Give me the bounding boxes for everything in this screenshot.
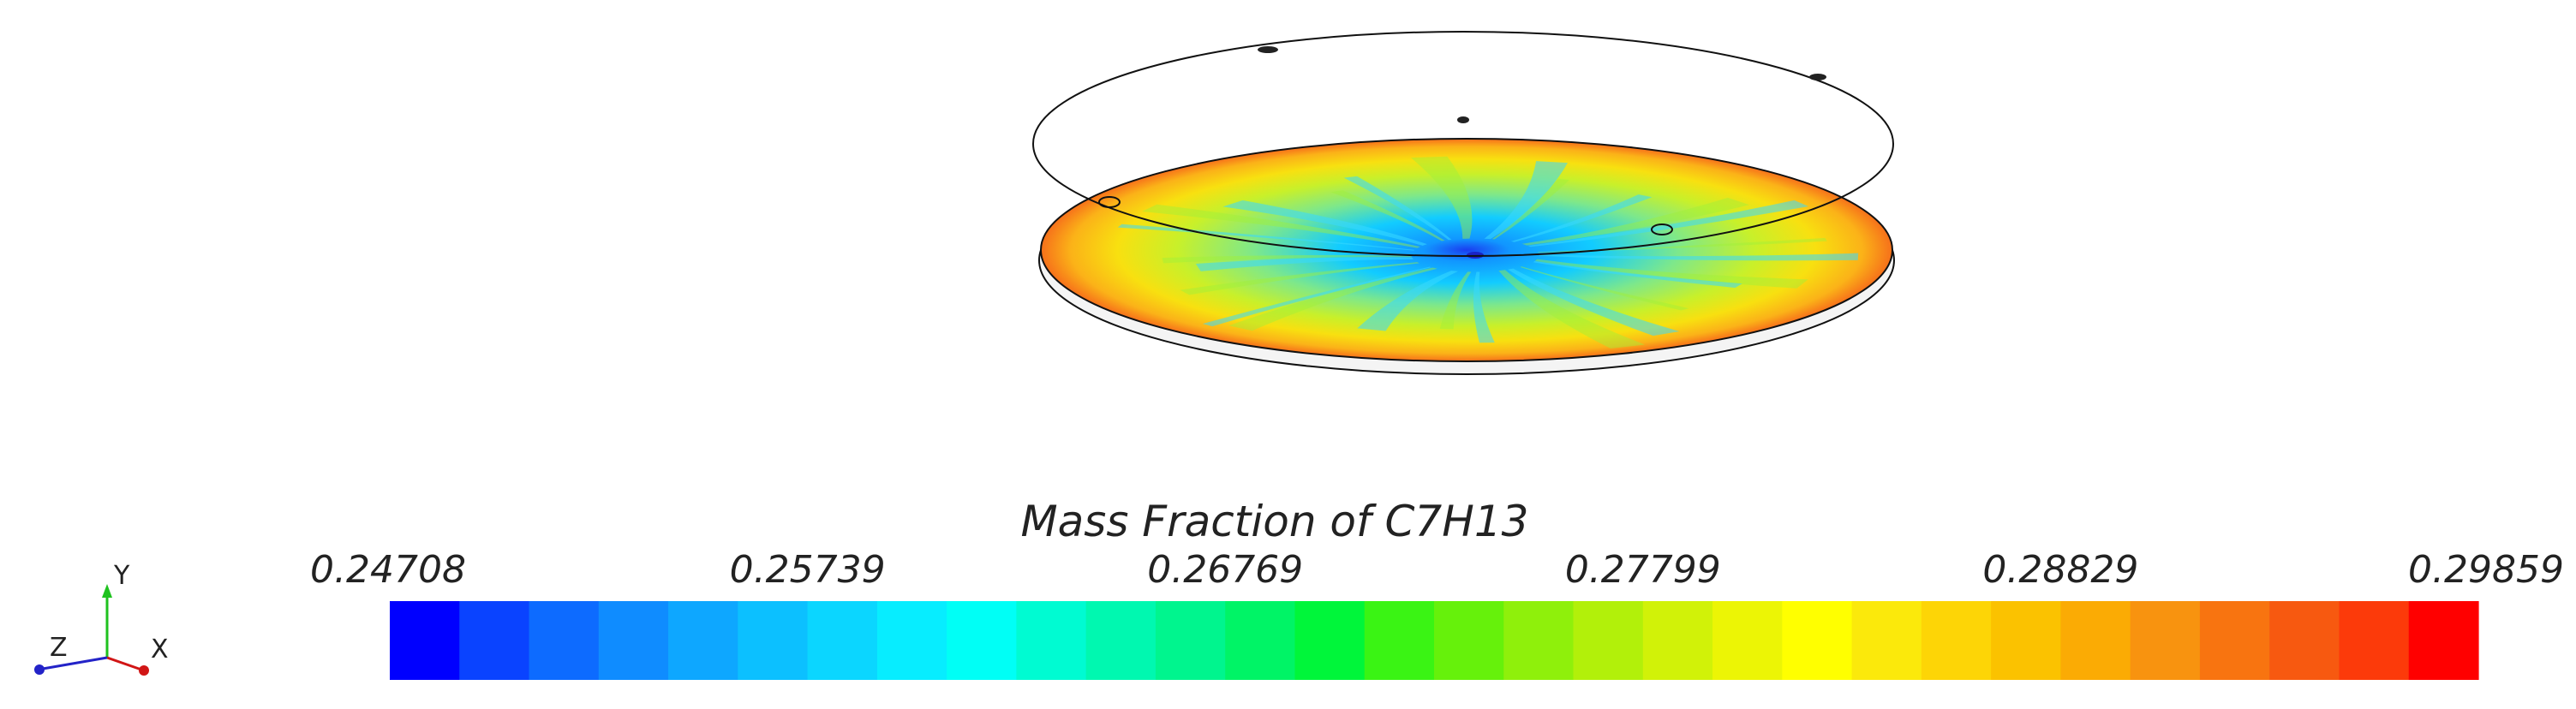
z-axis-label: Z — [50, 633, 68, 663]
plate-streak — [1202, 266, 1431, 327]
colorbar-band — [876, 601, 947, 680]
colorbar-band — [598, 601, 669, 680]
colorbar-band — [807, 601, 878, 680]
colorbar-band — [947, 601, 1017, 680]
tick-label: 0.24708 — [310, 548, 466, 592]
colorbar-band — [668, 601, 738, 680]
colorbar-band — [1364, 601, 1435, 680]
plate-streak — [1141, 204, 1420, 248]
upper-hole-2 — [1651, 223, 1673, 235]
plate-streak — [1538, 237, 1827, 253]
tick-label: 0.26769 — [1147, 548, 1303, 592]
upper-plate-ring — [1032, 31, 1894, 257]
colorbar-band — [1712, 601, 1783, 680]
colorbar-band — [2269, 601, 2340, 680]
plate-streak — [1343, 176, 1452, 241]
plate-streak — [1180, 262, 1419, 295]
colorbar-band — [2408, 601, 2479, 680]
contour-plate — [1038, 138, 1895, 375]
plate-streak — [1539, 253, 1859, 261]
tick-label: 0.25739 — [730, 548, 886, 592]
axis-triad: Y Z X — [34, 561, 169, 676]
plate-streak — [1520, 266, 1689, 311]
colorbar-band — [1085, 601, 1157, 680]
plate-streak — [1330, 190, 1445, 241]
upper-hole-5 — [1809, 74, 1826, 80]
z-axis-line — [42, 656, 108, 670]
plate-streak — [1357, 271, 1459, 331]
plate-streak — [1228, 267, 1437, 331]
colorbar-bands — [390, 601, 2479, 680]
plate-streak — [1410, 156, 1473, 239]
plate-surface — [1041, 139, 1892, 361]
legend-title: Mass Fraction of C7H13 — [1021, 497, 1529, 546]
colorbar-band — [1921, 601, 1992, 680]
tick-label: 0.27799 — [1565, 548, 1721, 592]
plate-streak — [1439, 271, 1472, 330]
plate-streak — [1195, 257, 1414, 271]
upper-plate-outline — [1032, 31, 1894, 257]
upper-hole-3 — [1457, 116, 1469, 123]
colorbar-band — [1016, 601, 1087, 680]
tick-label: 0.28829 — [1982, 548, 2138, 592]
colorbar-band — [1294, 601, 1366, 680]
plate-streak — [1498, 270, 1646, 349]
tick-label: 0.29859 — [2408, 548, 2564, 592]
colorbar-band — [2130, 601, 2201, 680]
plate-streak — [1508, 268, 1680, 337]
colorbar-band — [1155, 601, 1226, 680]
y-axis-arrow — [102, 584, 112, 598]
plate-streak — [1484, 161, 1569, 240]
plate-streak — [1162, 254, 1412, 264]
colorbar-band — [1503, 601, 1575, 680]
colorbar-band — [1642, 601, 1713, 680]
colorbar-band — [529, 601, 600, 680]
tick-labels: 0.24708 0.25739 0.26769 0.27799 0.28829 0.298… — [310, 548, 2564, 592]
plate-streak — [1527, 200, 1809, 247]
colorbar-legend: Mass Fraction of C7H13 0.24708 0.25739 0.2… — [310, 497, 2564, 680]
colorbar-band — [1991, 601, 2061, 680]
x-axis-label: X — [151, 635, 169, 664]
colorbar-band — [1851, 601, 1922, 680]
plate-streak — [1222, 200, 1427, 246]
colorbar-band — [2199, 601, 2270, 680]
plate-streak — [1521, 197, 1750, 246]
colorbar-band — [738, 601, 809, 680]
x-axis-line — [106, 656, 142, 671]
plate-streaks — [1117, 156, 1859, 349]
plate-streak — [1533, 261, 1742, 289]
upper-hole-4 — [1258, 46, 1278, 53]
plate-streak — [1491, 178, 1570, 240]
y-axis-label: Y — [113, 561, 130, 591]
colorbar-band — [2339, 601, 2410, 680]
plate-streak — [1534, 259, 1808, 289]
z-axis-end — [34, 664, 45, 675]
colorbar-band — [459, 601, 530, 680]
plate-streak — [1510, 194, 1653, 242]
colorbar-band — [1782, 601, 1853, 680]
plate-streak — [1473, 271, 1495, 343]
x-axis-end — [139, 665, 149, 676]
colorbar-band — [390, 601, 460, 680]
plate-outline — [1040, 138, 1893, 362]
colorbar-band — [1434, 601, 1504, 680]
upper-hole-1 — [1098, 196, 1121, 208]
colorbar-band — [1225, 601, 1296, 680]
colorbar-band — [2060, 601, 2131, 680]
colorbar-band — [1573, 601, 1644, 680]
